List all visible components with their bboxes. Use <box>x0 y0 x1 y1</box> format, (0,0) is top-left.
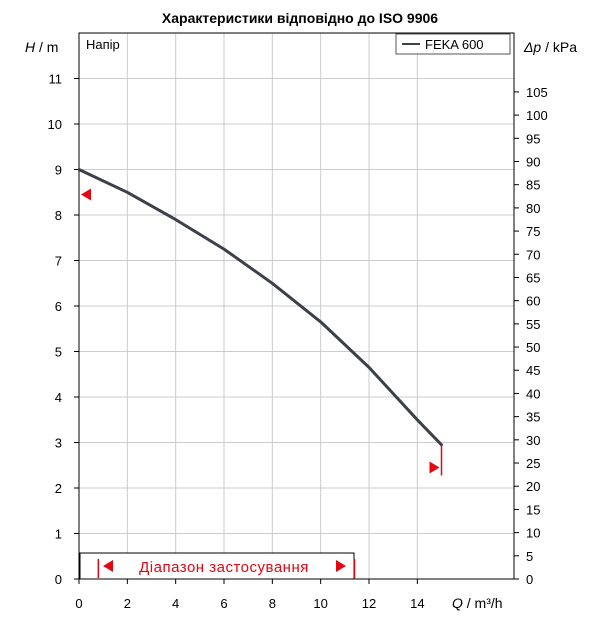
y-left-tick-label: 0 <box>55 572 62 587</box>
legend: FEKA 600 <box>395 33 511 55</box>
y-left-tick-label: 3 <box>55 436 62 451</box>
series-feka-600 <box>77 168 443 476</box>
y-right-tick-label: 35 <box>526 410 540 425</box>
y-left-axis-ticks: 0 1 2 3 4 5 6 7 8 9 10 11 <box>48 72 79 587</box>
y-right-tick-label: 40 <box>526 386 540 401</box>
y-right-symbol: Δp <box>523 39 541 55</box>
y-left-tick-label: 9 <box>55 163 62 178</box>
y-right-tick-label: 50 <box>526 340 540 355</box>
y-left-unit: / m <box>35 39 58 55</box>
y-left-tick-label: 5 <box>55 345 62 360</box>
y-right-tick-label: 90 <box>526 154 540 169</box>
x-tick-label: 10 <box>313 596 327 611</box>
y-right-tick-label: 0 <box>526 572 533 587</box>
y-left-tick-label: 7 <box>55 254 62 269</box>
y-right-tick-label: 55 <box>526 317 540 332</box>
y-left-label: H / m <box>25 39 58 55</box>
x-unit: / m³/h <box>463 595 503 611</box>
chart-title: Характеристики відповідно до ISO 9906 <box>162 10 438 26</box>
x-symbol: Q <box>452 595 463 611</box>
y-right-tick-label: 75 <box>526 224 540 239</box>
y-right-tick-label: 10 <box>526 526 540 541</box>
y-right-unit: / kPa <box>541 39 577 55</box>
left-marker <box>81 188 91 201</box>
x-label: Q / m³/h <box>452 595 503 611</box>
y-right-tick-label: 20 <box>526 479 540 494</box>
range-left-arrow <box>103 560 113 572</box>
y-right-tick-label: 30 <box>526 433 540 448</box>
range-right-arrow <box>336 560 346 572</box>
x-tick-label: 2 <box>124 596 131 611</box>
y-right-tick-label: 70 <box>526 247 540 262</box>
y-right-tick-label: 45 <box>526 363 540 378</box>
y-right-tick-label: 105 <box>526 85 548 100</box>
x-tick-label: 12 <box>362 596 376 611</box>
y-left-tick-label: 4 <box>55 390 62 405</box>
right-marker <box>429 461 440 474</box>
y-left-symbol: H <box>25 39 36 55</box>
x-tick-label: 0 <box>75 596 82 611</box>
y-left-tick-label: 8 <box>55 208 62 223</box>
y-right-tick-label: 85 <box>526 178 540 193</box>
y-right-label: Δp / kPa <box>523 39 577 55</box>
y-right-tick-label: 100 <box>526 108 548 123</box>
legend-label: FEKA 600 <box>425 37 484 52</box>
y-right-tick-label: 5 <box>526 549 533 564</box>
panel-label: Напір <box>86 37 120 52</box>
y-right-tick-label: 95 <box>526 131 540 146</box>
x-tick-label: 4 <box>172 596 179 611</box>
legend-box <box>395 33 511 55</box>
operating-markers <box>81 188 440 474</box>
grid-lines <box>79 33 514 579</box>
y-left-tick-label: 1 <box>55 527 62 542</box>
y-left-tick-label: 6 <box>55 299 62 314</box>
y-left-tick-label: 10 <box>48 117 62 132</box>
y-right-tick-label: 80 <box>526 201 540 216</box>
x-tick-label: 6 <box>220 596 227 611</box>
y-left-tick-label: 2 <box>55 481 62 496</box>
y-right-axis-ticks: 0 5 10 15 20 25 30 35 40 45 50 55 60 65 70 75 80 85 90 95 10… <box>514 85 548 587</box>
y-right-tick-label: 15 <box>526 502 540 517</box>
operating-range: Діапазон застосування <box>79 552 356 580</box>
series-line <box>77 168 443 447</box>
y-right-tick-label: 25 <box>526 456 540 471</box>
x-tick-label: 8 <box>269 596 276 611</box>
y-left-tick-label: 11 <box>49 72 63 87</box>
x-axis-ticks: 0 2 4 6 8 10 12 14 <box>75 579 425 611</box>
y-right-tick-label: 65 <box>526 270 540 285</box>
range-label: Діапазон застосування <box>139 559 309 576</box>
x-tick-label: 14 <box>410 596 424 611</box>
y-right-tick-label: 60 <box>526 294 540 309</box>
range-box <box>79 552 355 580</box>
